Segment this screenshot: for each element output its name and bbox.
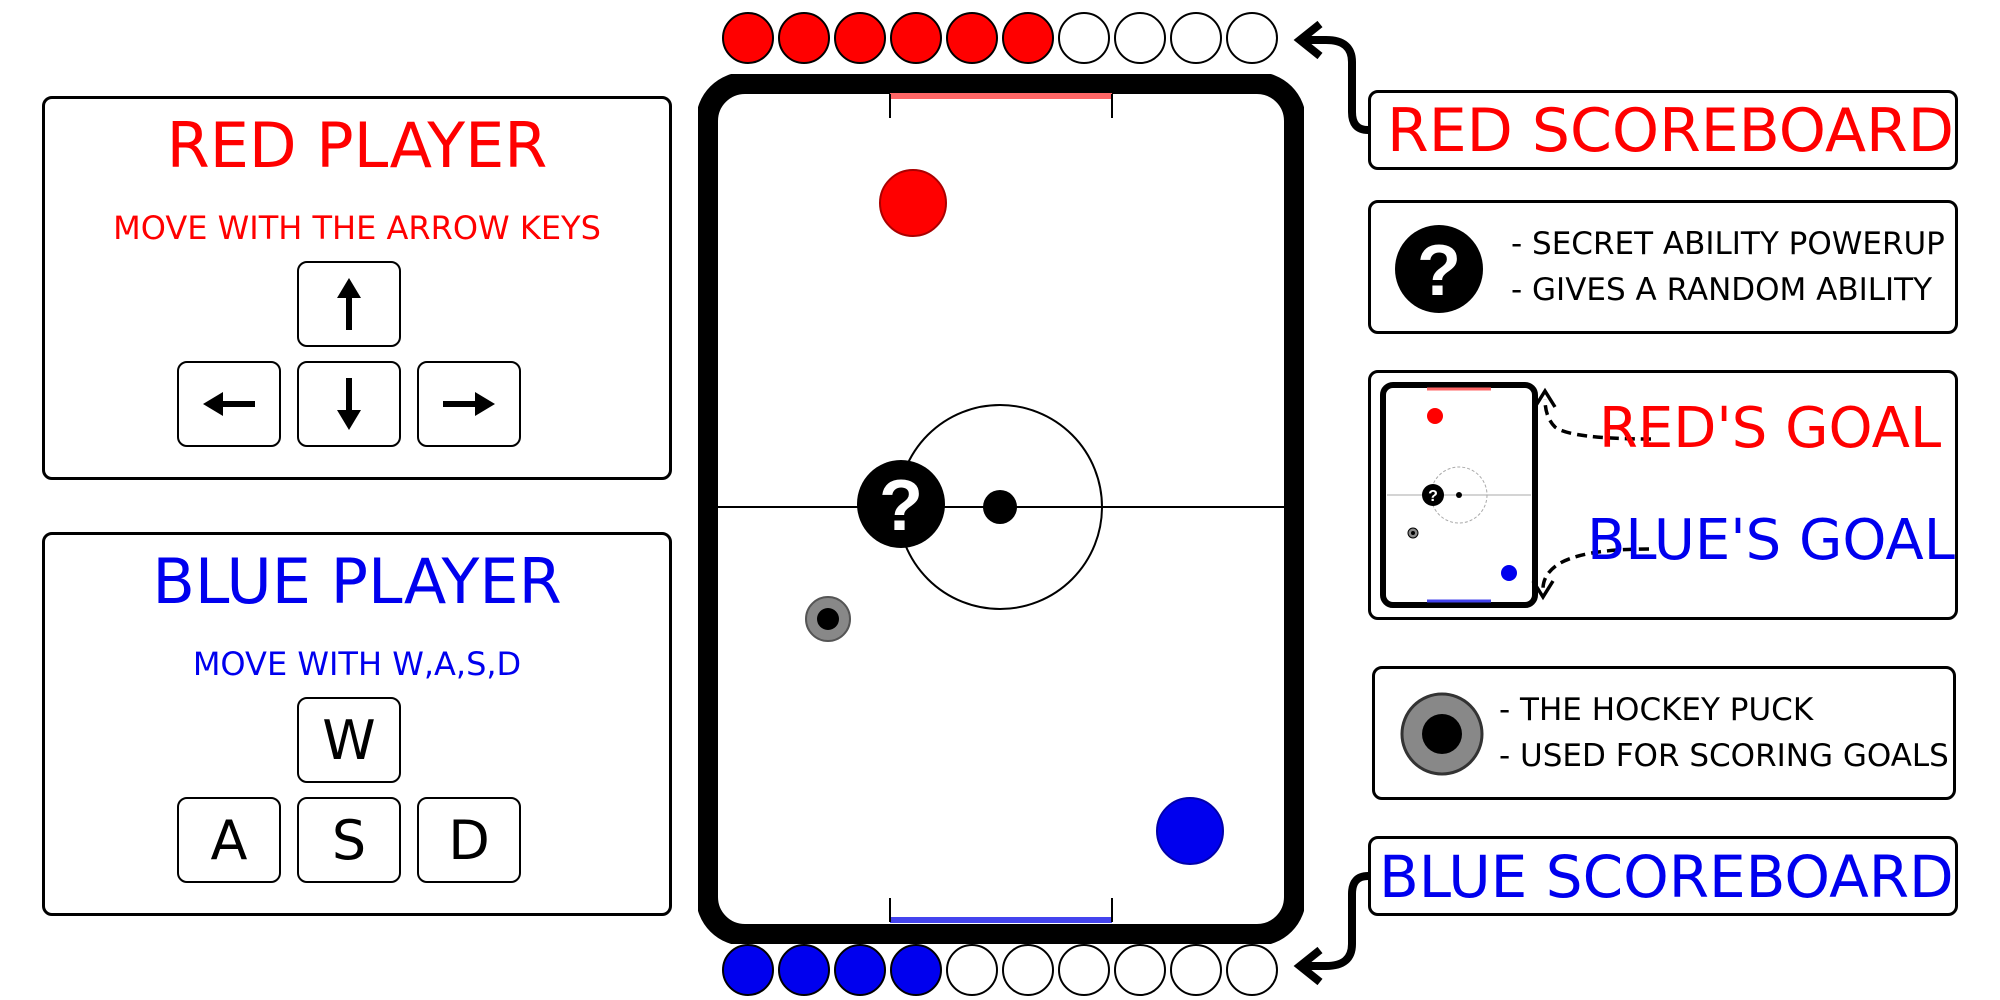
- red-score-dot: [722, 12, 774, 64]
- red-scoreboard-arrow-icon: [1293, 20, 1390, 134]
- hockey-puck[interactable]: [805, 596, 851, 642]
- arrow-left-icon: [203, 392, 255, 416]
- center-dot: [983, 490, 1017, 524]
- air-hockey-rink[interactable]: ?: [698, 74, 1304, 944]
- powerup-question-mark-icon[interactable]: ?: [857, 460, 945, 548]
- red-score-dot: [1170, 12, 1222, 64]
- blue-score-dot: [1170, 944, 1222, 996]
- arrow-right-key[interactable]: [417, 361, 521, 447]
- blue-score-dot: [1114, 944, 1166, 996]
- arrow-right-icon: [443, 392, 495, 416]
- red-score-dot: [834, 12, 886, 64]
- svg-text:?: ?: [1428, 488, 1438, 505]
- s-key[interactable]: S: [297, 797, 401, 883]
- puck-description-1: - THE HOCKEY PUCK: [1499, 692, 1814, 728]
- question-mark-icon: ?: [1395, 225, 1483, 313]
- red-score-dot: [890, 12, 942, 64]
- rink-powerup-glyph: ?: [879, 466, 923, 546]
- blue-player-panel: BLUE PLAYER MOVE WITH W,A,S,D W A S D: [42, 532, 672, 916]
- red-score-dot: [1226, 12, 1278, 64]
- blue-score-dot: [946, 944, 998, 996]
- red-score-dot: [1114, 12, 1166, 64]
- powerup-description-2: - GIVES A RANDOM ABILITY: [1511, 272, 1933, 308]
- blue-score-dot: [834, 944, 886, 996]
- arrow-left-key[interactable]: [177, 361, 281, 447]
- blue-score-dot: [722, 944, 774, 996]
- arrow-up-key[interactable]: [297, 261, 401, 347]
- powerup-legend: ? - SECRET ABILITY POWERUP - GIVES A RAN…: [1368, 200, 1958, 334]
- blue-player-title: BLUE PLAYER: [152, 545, 562, 618]
- blues-goal-label: BLUE'S GOAL: [1587, 508, 1955, 573]
- blue-score-dot: [778, 944, 830, 996]
- hockey-puck-icon: [1400, 692, 1484, 776]
- red-score-dot: [1058, 12, 1110, 64]
- arrow-up-icon: [337, 278, 361, 330]
- legend-powerup-glyph: ?: [1417, 231, 1461, 311]
- blue-score-dot: [1058, 944, 1110, 996]
- blue-scoreboard-arrow-icon: [1293, 872, 1390, 986]
- blue-player-instructions: MOVE WITH W,A,S,D: [192, 645, 522, 683]
- red-score-dot: [946, 12, 998, 64]
- red-paddle[interactable]: [879, 169, 947, 237]
- w-key[interactable]: W: [297, 697, 401, 783]
- red-player-panel: RED PLAYER MOVE WITH THE ARROW KEYS: [42, 96, 672, 480]
- blue-score-dot: [1002, 944, 1054, 996]
- goals-legend: ? RED'S GOAL BLUE'S GOAL: [1368, 370, 1958, 620]
- reds-goal-label: RED'S GOAL: [1599, 396, 1942, 461]
- arrow-down-key[interactable]: [297, 361, 401, 447]
- blue-score-dot: [1226, 944, 1278, 996]
- mini-rink-icon: ?: [1380, 382, 1538, 608]
- blue-scoreboard-label-box: BLUE SCOREBOARD: [1368, 836, 1958, 916]
- puck-description-2: - USED FOR SCORING GOALS: [1499, 738, 1949, 774]
- d-key[interactable]: D: [417, 797, 521, 883]
- arrow-down-icon: [337, 378, 361, 430]
- red-scoreboard-label-box: RED SCOREBOARD: [1368, 90, 1958, 170]
- red-score-dot: [1002, 12, 1054, 64]
- goal-arrows-icon: [1531, 387, 1652, 601]
- a-key[interactable]: A: [177, 797, 281, 883]
- puck-legend: - THE HOCKEY PUCK - USED FOR SCORING GOA…: [1372, 666, 1956, 800]
- red-player-instructions: MOVE WITH THE ARROW KEYS: [113, 209, 601, 247]
- red-score-dot: [778, 12, 830, 64]
- red-scoreboard-label: RED SCOREBOARD: [1387, 96, 1954, 166]
- powerup-description-1: - SECRET ABILITY POWERUP: [1511, 226, 1945, 262]
- red-player-title: RED PLAYER: [166, 109, 548, 182]
- blue-paddle[interactable]: [1156, 797, 1224, 865]
- blue-score-dot: [890, 944, 942, 996]
- blue-scoreboard-label: BLUE SCOREBOARD: [1379, 843, 1954, 911]
